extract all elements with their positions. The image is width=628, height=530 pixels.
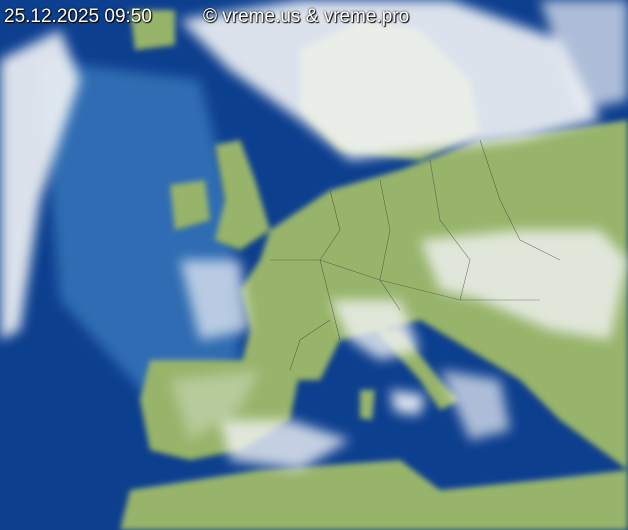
clouds (0, 0, 628, 470)
country-borders (270, 139, 561, 371)
shallow-sea (40, 60, 240, 400)
timestamp-label: 25.12.2025 09:50 (4, 6, 152, 27)
copyright-label: © vreme.us & vreme.pro (203, 6, 410, 27)
